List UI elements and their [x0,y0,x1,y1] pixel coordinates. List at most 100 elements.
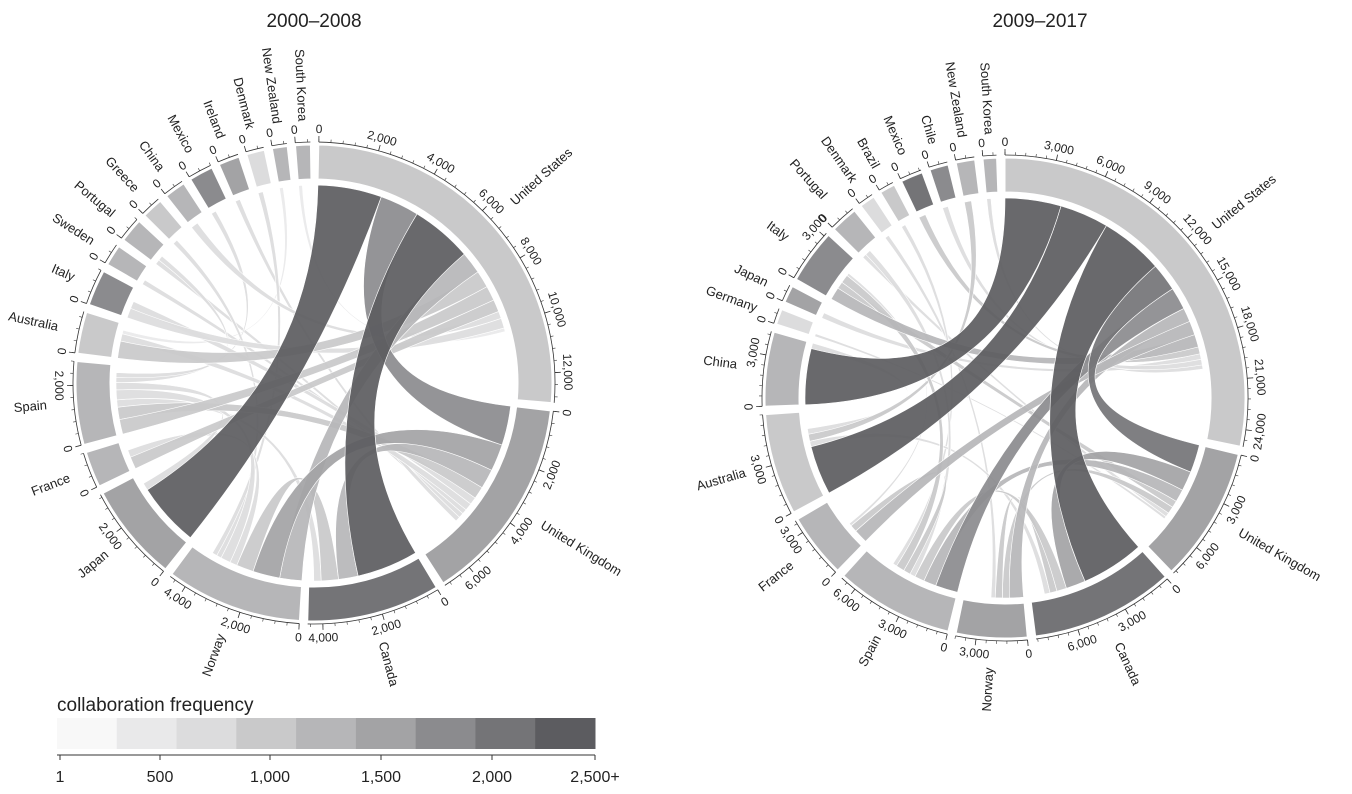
sector-arc-china [165,183,203,224]
tick-label: 3,000 [744,336,763,368]
tick-label: 0 [560,408,575,417]
sector-axis-japan [100,494,164,572]
tick-label: 0 [265,125,274,140]
minor-tick [808,249,812,253]
sector-axis-south-korea [295,141,311,144]
sector-axis-portugal [831,208,853,228]
minor-tick [1238,464,1242,467]
minor-tick [401,155,403,159]
minor-tick [1045,155,1047,159]
sector-australia: 0 Australia [7,308,120,359]
legend-swatch [535,718,596,749]
sector-arc-mexico [901,172,935,213]
major-tick [1245,429,1252,432]
major-tick [544,310,551,314]
sector-label-italy: Italy [49,261,77,284]
minor-tick [926,628,928,632]
tick-label: 3,000 [777,524,805,557]
major-tick [1196,547,1202,552]
sector-arc-norway [171,546,303,622]
minor-tick [416,601,418,605]
tick-label: 0 [290,123,298,138]
legend-swatch [415,718,476,749]
tick-label: 0 [86,250,102,263]
minor-tick [887,611,890,615]
sector-axis-norway [955,635,1028,642]
minor-tick [531,277,535,280]
major-tick [482,206,487,211]
sector-arc-sweden [107,245,148,282]
tick-label: 0 [889,159,901,175]
sector-label-greece: Greece [102,154,142,195]
sector-label-chile: Chile [918,113,941,146]
minor-tick [73,340,77,342]
minor-tick [444,177,447,181]
minor-tick [1200,251,1204,255]
minor-tick [1222,287,1226,290]
major-tick [785,513,792,517]
chord-link-united-states-china [191,222,502,338]
sector-label-portugal: Portugal [72,178,119,221]
minor-tick [366,144,368,148]
minor-tick [775,484,779,487]
minor-tick [1165,213,1169,217]
minor-tick [1157,206,1161,210]
minor-tick [812,548,815,552]
minor-tick [486,550,490,554]
tick-label: 0 [754,314,769,325]
major-tick [243,145,247,152]
minor-tick [1234,316,1238,319]
minor-tick [1067,632,1070,636]
sector-axis-china [761,331,772,407]
major-tick [437,589,442,596]
major-tick [1217,276,1223,281]
sector-axis-norway [170,576,300,624]
sector-label-australia: Australia [695,465,748,494]
sector-arc-greece [144,200,183,241]
minor-tick [1240,336,1244,338]
minor-tick [1150,591,1154,595]
minor-tick [763,445,767,447]
tick-label: 0 [1169,582,1184,597]
minor-tick [426,595,429,599]
minor-tick [865,194,869,198]
minor-tick [525,266,529,269]
minor-tick [783,503,787,506]
sector-arc-new-zealand [271,145,292,183]
major-tick [1027,639,1029,646]
sector-axis-sweden [104,244,117,264]
minor-tick [954,635,956,639]
minor-tick [1159,585,1162,589]
minor-tick [393,610,396,614]
minor-tick [765,455,770,457]
sector-label-france: France [29,470,72,499]
minor-tick [908,171,911,175]
minor-tick [87,290,91,293]
sector-norway: 0 3,000 Norway [954,599,1033,712]
minor-tick [134,546,138,549]
tick-label: 4,000 [507,514,536,547]
sector-axis-spain [841,577,948,635]
legend-tick-label: 500 [147,769,174,786]
minor-tick [906,620,909,624]
major-tick [68,351,75,354]
major-tick [99,259,106,264]
sector-label-china: China [703,353,739,372]
minor-tick [1085,166,1088,170]
legend-tick-label: 2,500+ [570,769,619,786]
minor-tick [861,595,864,598]
minor-tick [126,226,130,229]
major-tick [831,571,836,577]
minor-tick [99,497,103,500]
sector-label-brazil: Brazil [854,135,883,171]
minor-tick [542,458,546,460]
sector-united-states: 0 2,0004,0006,0008,00010,00012,000United … [316,122,576,404]
minor-tick [774,312,778,314]
minor-tick [1142,597,1145,601]
tick-label: 0 [103,223,118,237]
minor-tick [1106,618,1109,622]
major-tick [468,567,474,573]
tick-label: 21,000 [1252,358,1269,396]
minor-tick [1182,563,1186,566]
tick-label: 0 [845,185,859,200]
